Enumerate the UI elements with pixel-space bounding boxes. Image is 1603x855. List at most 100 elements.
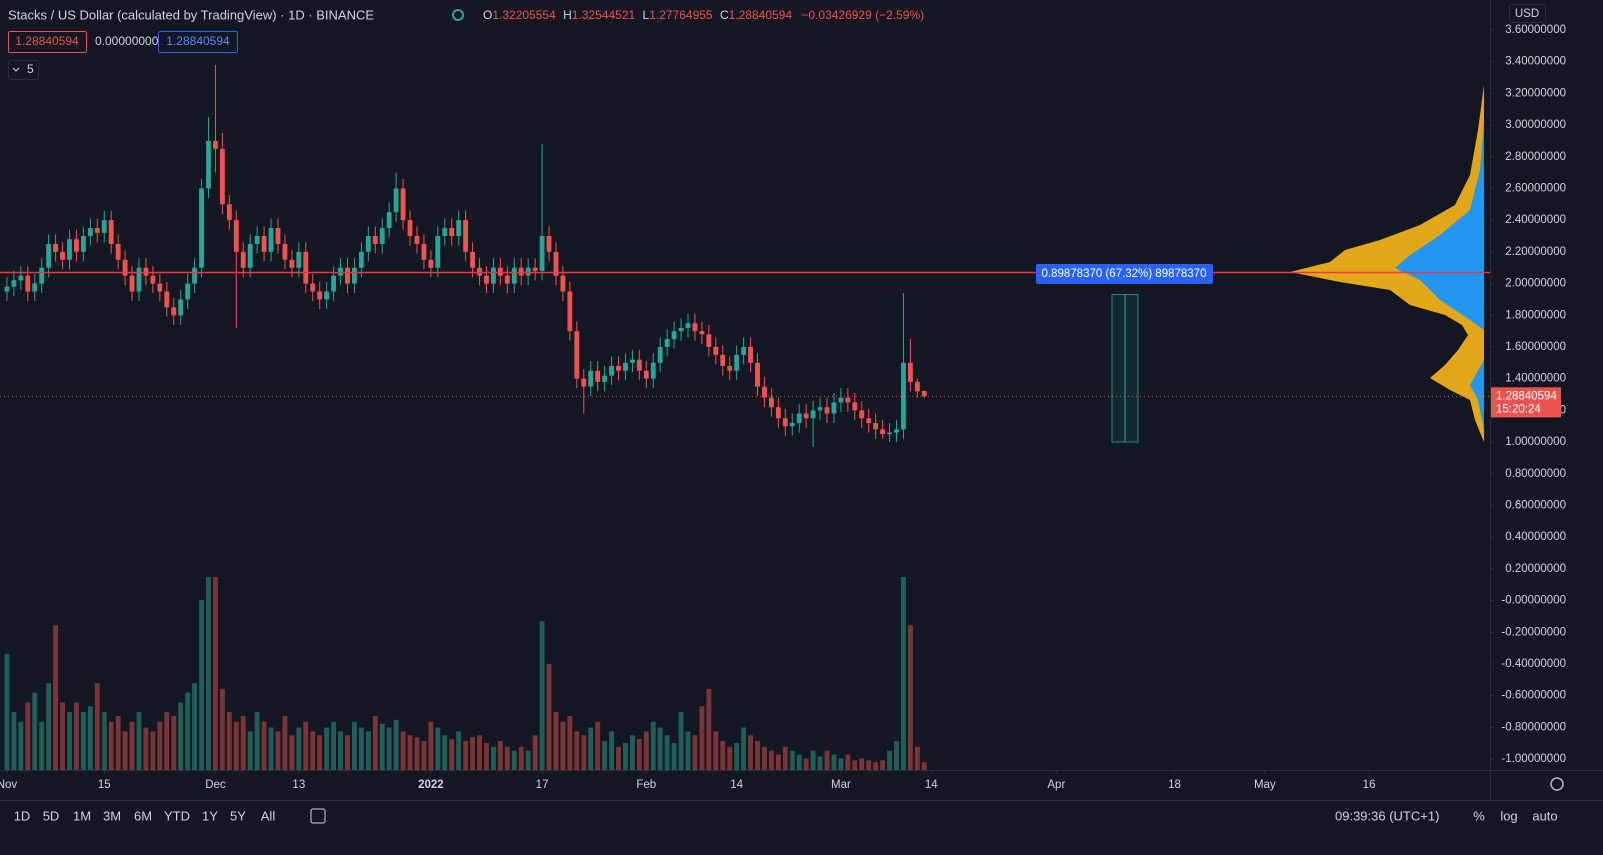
volume-bar [525, 750, 531, 770]
currency-select[interactable] [1509, 4, 1546, 23]
volume-bar [616, 746, 621, 770]
scale-option[interactable]: % [1473, 808, 1485, 823]
ohlc-value: 1.27764955 [649, 8, 713, 22]
candle-body [275, 228, 281, 244]
candle-body [150, 275, 156, 284]
candle-body [247, 243, 253, 268]
candle-body [463, 220, 469, 252]
candle-body [699, 331, 705, 335]
volume-bar [129, 721, 135, 770]
currency[interactable]: USD [1515, 8, 1539, 20]
volume-bar [782, 746, 788, 770]
candle-body [907, 362, 913, 382]
volume-bar [657, 727, 663, 770]
volume-bar [678, 712, 684, 770]
volume-profile [1470, 360, 1484, 430]
volume-bar [351, 721, 357, 770]
candle-body [192, 267, 198, 284]
x-tick-label: 13 [292, 779, 305, 791]
volume-bar [449, 739, 455, 770]
candle-body [477, 267, 482, 276]
settings-icon[interactable] [1550, 777, 1564, 791]
volume-bar [46, 683, 52, 770]
candle-body [25, 275, 31, 292]
candle-body [101, 220, 107, 233]
candle-body [539, 236, 545, 271]
candle-body [525, 267, 531, 276]
candle-body [775, 407, 781, 419]
candle-body [456, 220, 462, 237]
volume-bar [192, 683, 198, 770]
range-button[interactable]: 5D [43, 808, 60, 823]
ohlc-letter: O [483, 8, 492, 22]
range-button[interactable]: 1D [14, 808, 31, 823]
candle-body [129, 275, 135, 292]
volume-bar [880, 760, 886, 770]
candle-body [581, 378, 587, 387]
scale-option[interactable]: log [1500, 808, 1517, 823]
y-tick-label: 2.60000000 [1505, 182, 1566, 194]
candle-body [629, 359, 635, 363]
indicator-toggle[interactable] [8, 60, 39, 80]
volume-bar [60, 702, 65, 770]
date-range-icon[interactable] [310, 808, 326, 824]
volume-bar [219, 688, 225, 770]
y-tick-label: 1.60000000 [1505, 341, 1566, 353]
volume-bar [838, 758, 844, 770]
y-tick-label: 0.20000000 [1505, 563, 1566, 575]
volume-bar [789, 750, 795, 770]
volume-bar [275, 731, 281, 770]
candle-body [497, 267, 503, 276]
candle-body [4, 286, 10, 292]
candle-body [734, 354, 740, 371]
candle-body [901, 362, 906, 430]
y-tick-label: 2.20000000 [1505, 246, 1566, 258]
candle-body [39, 267, 45, 284]
ohlc: O1.32205554 H1.32544521 L1.27764955 C1.2… [483, 8, 924, 22]
candle-body [282, 243, 288, 260]
range-button[interactable]: 5Y [230, 808, 246, 823]
range-button[interactable]: All [261, 808, 276, 823]
range-button[interactable]: YTD [164, 808, 190, 823]
candle-body [789, 423, 795, 427]
candle-body [741, 346, 747, 355]
volume-bar [25, 702, 31, 770]
volume-bar [699, 706, 705, 770]
indicator-count[interactable]: 5 [27, 62, 34, 76]
candle-body [636, 359, 642, 371]
y-tick-label: -0.40000000 [1501, 658, 1566, 670]
volume-bar [532, 735, 538, 770]
volume-bar [87, 706, 93, 770]
range-button[interactable]: 3M [103, 808, 121, 823]
volume-bar [873, 762, 879, 770]
volume-bar [39, 721, 45, 770]
y-tick-label: 1.40000000 [1505, 373, 1566, 385]
range-button[interactable]: 1M [73, 808, 91, 823]
candle-body [67, 239, 72, 260]
candle-body [727, 365, 733, 371]
volume-bar [233, 721, 239, 770]
scale-option[interactable]: auto [1532, 808, 1557, 823]
y-tick-label: 0.80000000 [1505, 468, 1566, 480]
x-tick-label: Feb [636, 779, 656, 791]
candle-body [74, 239, 79, 252]
candle-body [331, 275, 337, 292]
candle-body [588, 370, 594, 387]
candle-body [11, 280, 17, 287]
volume-bar [108, 721, 114, 770]
volume-bar [810, 750, 816, 770]
range-button[interactable]: 6M [134, 808, 152, 823]
ohlc-change: −0.03426929 (−2.59%) [801, 8, 924, 22]
volume-bar [213, 577, 218, 770]
range-button[interactable]: 1Y [202, 808, 218, 823]
y-tick-label: -0.60000000 [1501, 690, 1566, 702]
candle-body [810, 410, 816, 419]
volume-bar [484, 742, 489, 770]
volume-bar [345, 735, 350, 770]
y-tick-label: 2.00000000 [1505, 278, 1566, 290]
volume-bar [623, 742, 628, 770]
candle-body [692, 323, 698, 332]
y-tick-label: 0.60000000 [1505, 499, 1566, 511]
